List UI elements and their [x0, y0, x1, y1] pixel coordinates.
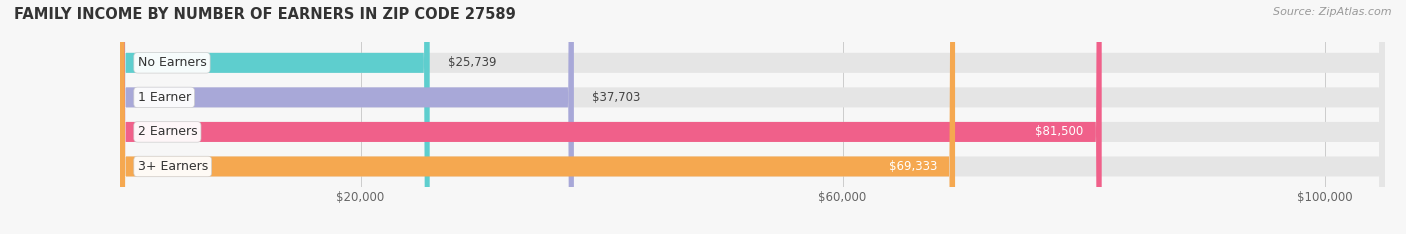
Text: Source: ZipAtlas.com: Source: ZipAtlas.com	[1274, 7, 1392, 17]
Text: No Earners: No Earners	[138, 56, 207, 69]
Text: FAMILY INCOME BY NUMBER OF EARNERS IN ZIP CODE 27589: FAMILY INCOME BY NUMBER OF EARNERS IN ZI…	[14, 7, 516, 22]
Text: 3+ Earners: 3+ Earners	[138, 160, 208, 173]
Text: $25,739: $25,739	[447, 56, 496, 69]
Text: 1 Earner: 1 Earner	[138, 91, 191, 104]
FancyBboxPatch shape	[120, 0, 574, 234]
FancyBboxPatch shape	[120, 0, 1385, 234]
Text: $81,500: $81,500	[1035, 125, 1084, 139]
Text: $69,333: $69,333	[889, 160, 936, 173]
Text: 2 Earners: 2 Earners	[138, 125, 197, 139]
Text: $37,703: $37,703	[592, 91, 640, 104]
FancyBboxPatch shape	[120, 0, 1385, 234]
FancyBboxPatch shape	[120, 0, 1102, 234]
FancyBboxPatch shape	[120, 0, 1385, 234]
FancyBboxPatch shape	[120, 0, 430, 234]
FancyBboxPatch shape	[120, 0, 1385, 234]
FancyBboxPatch shape	[120, 0, 955, 234]
